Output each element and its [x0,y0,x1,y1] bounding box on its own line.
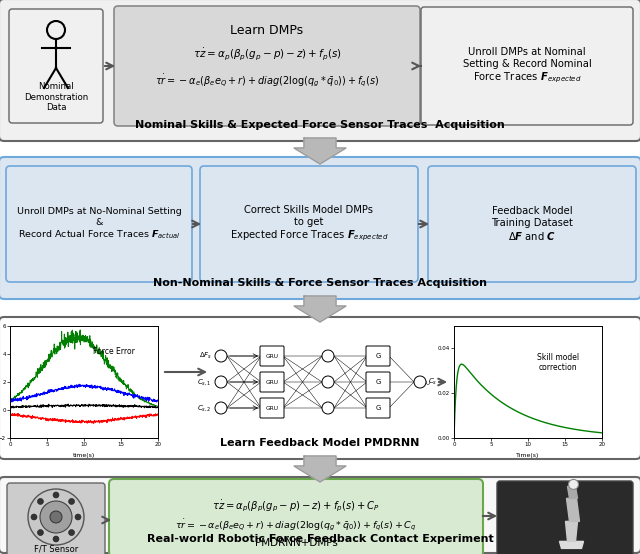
X-axis label: time(s): time(s) [73,453,95,458]
Polygon shape [559,541,584,548]
Text: Non-Nominal Skills & Force Sensor Traces Acquisition: Non-Nominal Skills & Force Sensor Traces… [153,278,487,288]
Text: $\tau\dot{r}=-\alpha_e(\beta_e e_Q+r)+diag(2\log(q_g*\bar{q}_0))+f_q(s)+C_q$: $\tau\dot{r}=-\alpha_e(\beta_e e_Q+r)+di… [175,518,417,533]
Y-axis label: C: C [427,380,432,384]
Text: $C_s$: $C_s$ [428,377,437,387]
Circle shape [215,376,227,388]
Text: PMDRNN+DMPs: PMDRNN+DMPs [255,538,337,548]
FancyBboxPatch shape [6,166,192,282]
Text: Feedback Model
Training Dataset
$\Delta\boldsymbol{F}$ and $\boldsymbol{C}$: Feedback Model Training Dataset $\Delta\… [491,206,573,242]
Circle shape [50,511,62,523]
FancyBboxPatch shape [366,398,390,418]
Circle shape [31,514,37,520]
Polygon shape [566,521,577,541]
Text: Learn DMPs: Learn DMPs [230,24,303,37]
FancyBboxPatch shape [497,481,633,554]
Circle shape [28,489,84,545]
FancyBboxPatch shape [428,166,636,282]
Circle shape [568,479,579,489]
FancyBboxPatch shape [366,346,390,366]
Circle shape [215,402,227,414]
Text: Skill model
correction: Skill model correction [536,353,579,372]
Text: G: G [375,353,381,359]
FancyBboxPatch shape [9,9,103,123]
Text: Unroll DMPs at Nominal
Setting & Record Nominal
Force Traces $\boldsymbol{F}_{ex: Unroll DMPs at Nominal Setting & Record … [463,47,591,85]
Circle shape [322,376,334,388]
Polygon shape [294,296,346,322]
FancyBboxPatch shape [0,317,640,459]
Text: $C_{s,1}$: $C_{s,1}$ [197,377,212,387]
Circle shape [68,530,74,536]
X-axis label: Time(s): Time(s) [516,453,540,458]
FancyBboxPatch shape [0,0,640,141]
Text: $\tau\dot{z}=\alpha_p(\beta_p(g_p-p)-z)+f_p(s)$: $\tau\dot{z}=\alpha_p(\beta_p(g_p-p)-z)+… [193,46,341,61]
FancyBboxPatch shape [421,7,633,125]
Text: GRU: GRU [266,406,278,411]
FancyBboxPatch shape [114,6,420,126]
Circle shape [53,536,59,542]
Text: $\Delta F_s$: $\Delta F_s$ [199,351,212,361]
Circle shape [40,501,72,533]
Text: Force Error: Force Error [93,347,134,356]
Text: G: G [375,379,381,385]
Text: Real-world Robotic Force Feedback Contact Experiment: Real-world Robotic Force Feedback Contac… [147,534,493,544]
Text: $\tau\dot{r}=-\alpha_e(\beta_e e_Q+r)+diag(2\log(q_g*\bar{q}_0))+f_q(s)$: $\tau\dot{r}=-\alpha_e(\beta_e e_Q+r)+di… [155,72,379,89]
Circle shape [75,514,81,520]
Text: Nominal Skills & Expected Force Sensor Traces  Acquisition: Nominal Skills & Expected Force Sensor T… [135,120,505,130]
FancyBboxPatch shape [109,479,483,554]
FancyBboxPatch shape [260,398,284,418]
Text: $C_{s,2}$: $C_{s,2}$ [197,403,212,413]
FancyBboxPatch shape [366,372,390,392]
Circle shape [53,492,59,498]
Text: GRU: GRU [266,379,278,384]
Text: $\tau\dot{z}=\alpha_p(\beta_p(g_p-p)-z)+f_p(s)+C_P$: $\tau\dot{z}=\alpha_p(\beta_p(g_p-p)-z)+… [212,498,380,514]
Circle shape [322,350,334,362]
Text: GRU: GRU [266,353,278,358]
Polygon shape [294,138,346,164]
Circle shape [322,402,334,414]
FancyBboxPatch shape [7,483,105,554]
Circle shape [38,530,44,536]
Text: Nominal
Demonstration
Data: Nominal Demonstration Data [24,82,88,112]
Polygon shape [568,486,577,499]
Circle shape [215,350,227,362]
Circle shape [38,499,44,505]
FancyBboxPatch shape [260,346,284,366]
FancyBboxPatch shape [200,166,418,282]
Circle shape [68,499,74,505]
Text: Learn Feedback Model PMDRNN: Learn Feedback Model PMDRNN [220,438,420,448]
Text: F/T Sensor: F/T Sensor [34,544,78,553]
Polygon shape [566,499,579,521]
Polygon shape [294,456,346,482]
Text: Correct Skills Model DMPs
to get
Expected Force Traces $\boldsymbol{F}_{expected: Correct Skills Model DMPs to get Expecte… [230,205,388,243]
Circle shape [414,376,426,388]
FancyBboxPatch shape [0,157,640,299]
Text: Unroll DMPs at No-Nominal Setting
&
Record Actual Force Traces $\boldsymbol{F}_{: Unroll DMPs at No-Nominal Setting & Reco… [17,207,181,241]
FancyBboxPatch shape [260,372,284,392]
Text: G: G [375,405,381,411]
FancyBboxPatch shape [0,477,640,553]
